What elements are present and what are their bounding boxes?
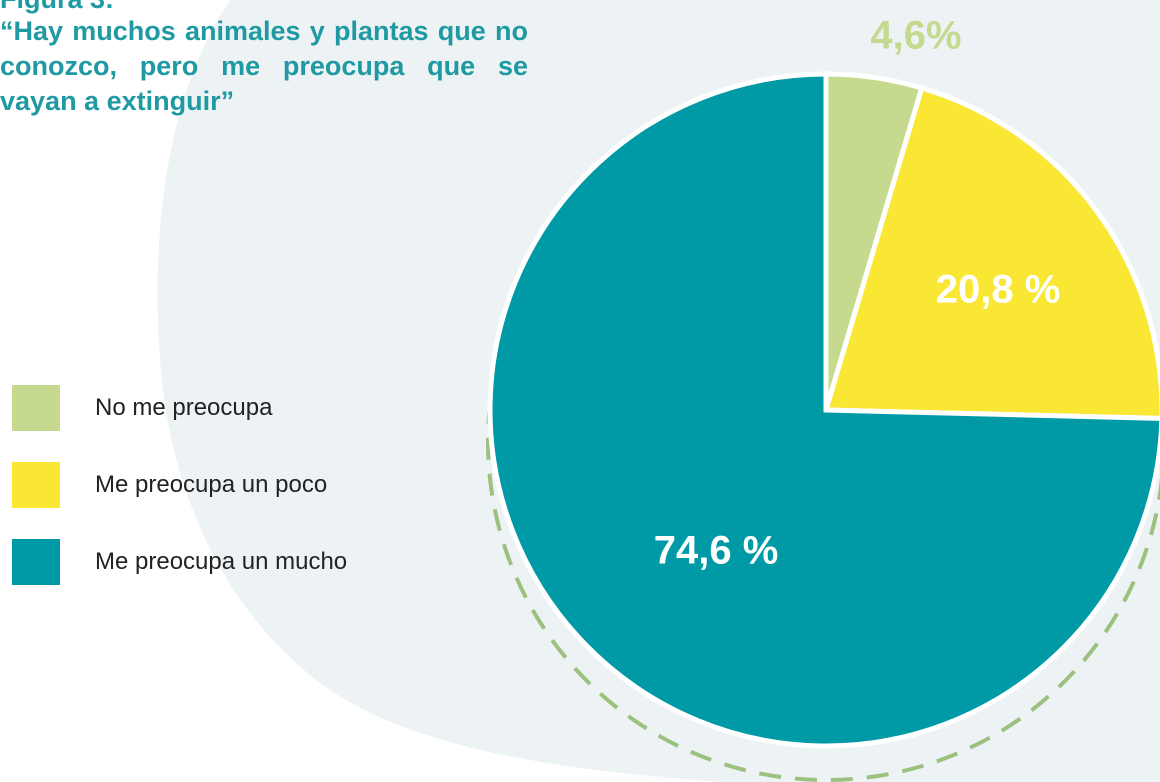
- legend-item: No me preocupa: [12, 385, 347, 431]
- legend: No me preocupa Me preocupa un poco Me preo…: [12, 385, 347, 616]
- legend-item: Me preocupa un mucho: [12, 539, 347, 585]
- data-label: 20,8 %: [936, 268, 1061, 312]
- legend-swatch: [12, 539, 60, 585]
- data-label: 4,6%: [870, 14, 961, 58]
- chart-title: Figura 3:: [0, 0, 114, 15]
- legend-label: No me preocupa: [95, 394, 273, 421]
- legend-label: Me preocupa un mucho: [95, 548, 348, 575]
- pie-slice: [822, 84, 1160, 421]
- legend-label: Me preocupa un poco: [95, 471, 328, 498]
- pie-slice: [487, 71, 1160, 749]
- legend-swatch: [12, 385, 60, 431]
- slices: [487, 71, 1160, 749]
- chart-subtitle: “Hay muchos animales y plantas que no co…: [0, 16, 528, 116]
- legend-item: Me preocupa un poco: [12, 462, 347, 508]
- legend-swatch: [12, 462, 60, 508]
- data-label: 74,6 %: [654, 529, 779, 573]
